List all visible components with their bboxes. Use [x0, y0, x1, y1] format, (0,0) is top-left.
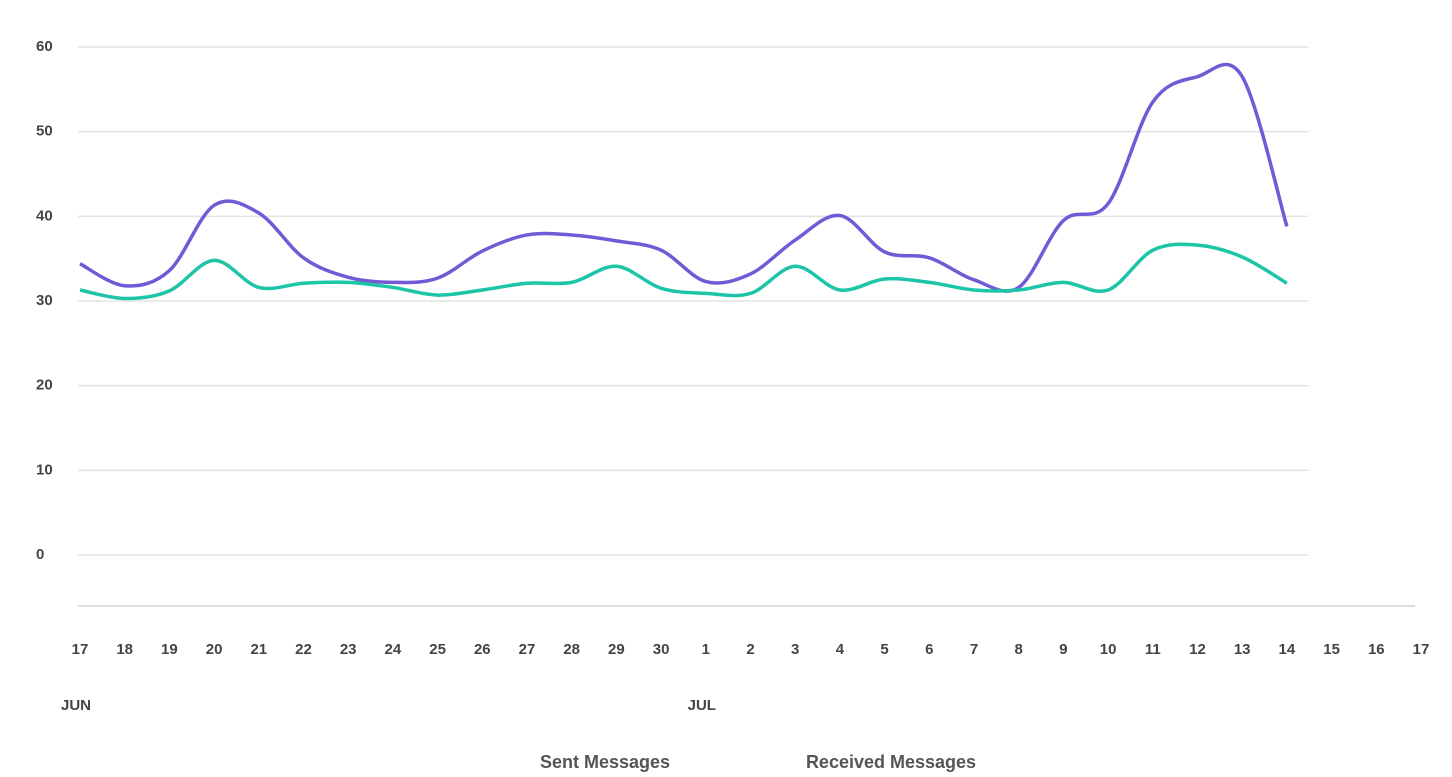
- x-tick-label: 30: [653, 641, 670, 658]
- x-tick-label: 21: [250, 641, 267, 658]
- x-group-label: JUN: [61, 697, 91, 714]
- y-tick-label: 30: [36, 292, 53, 309]
- y-tick-label: 20: [36, 377, 53, 394]
- x-tick-label: 12: [1189, 641, 1206, 658]
- x-tick-label: 1: [702, 641, 710, 658]
- x-tick-label: 25: [429, 641, 446, 658]
- legend-label: Received Messages: [806, 752, 976, 772]
- x-tick-label: 3: [791, 641, 799, 658]
- x-tick-label: 23: [340, 641, 357, 658]
- y-tick-label: 10: [36, 461, 53, 478]
- y-tick-label: 0: [36, 546, 44, 563]
- x-tick-label: 16: [1368, 641, 1385, 658]
- x-tick-label: 8: [1015, 641, 1023, 658]
- y-tick-label: 60: [36, 38, 53, 55]
- series-line: [79, 242, 1288, 301]
- x-tick-label: 5: [880, 641, 888, 658]
- x-tick-label: 11: [1145, 641, 1161, 658]
- x-tick-label: 27: [519, 641, 536, 658]
- x-group-label: JUL: [688, 697, 716, 714]
- x-tick-label: 17: [72, 641, 89, 658]
- x-tick-label: 10: [1100, 641, 1117, 658]
- x-tick-label: 17: [1413, 641, 1430, 658]
- x-tick-label: 22: [295, 641, 312, 658]
- x-tick-label: 13: [1234, 641, 1251, 658]
- x-tick-label: 15: [1323, 641, 1340, 658]
- x-tick-label: 2: [746, 641, 754, 658]
- x-tick-label: 18: [116, 641, 133, 658]
- legend-label: Sent Messages: [540, 752, 670, 772]
- x-tick-label: 24: [385, 641, 402, 658]
- x-tick-label: 20: [206, 641, 223, 658]
- x-tick-label: 28: [563, 641, 580, 658]
- series-line: [79, 62, 1289, 293]
- x-tick-label: 19: [161, 641, 178, 658]
- y-tick-label: 40: [36, 207, 53, 224]
- x-tick-label: 29: [608, 641, 625, 658]
- y-tick-label: 50: [36, 123, 53, 140]
- x-tick-label: 4: [836, 641, 845, 658]
- x-tick-label: 14: [1279, 641, 1296, 658]
- x-tick-label: 26: [474, 641, 491, 658]
- x-tick-label: 6: [925, 641, 933, 658]
- x-tick-label: 7: [970, 641, 978, 658]
- x-tick-label: 9: [1059, 641, 1067, 658]
